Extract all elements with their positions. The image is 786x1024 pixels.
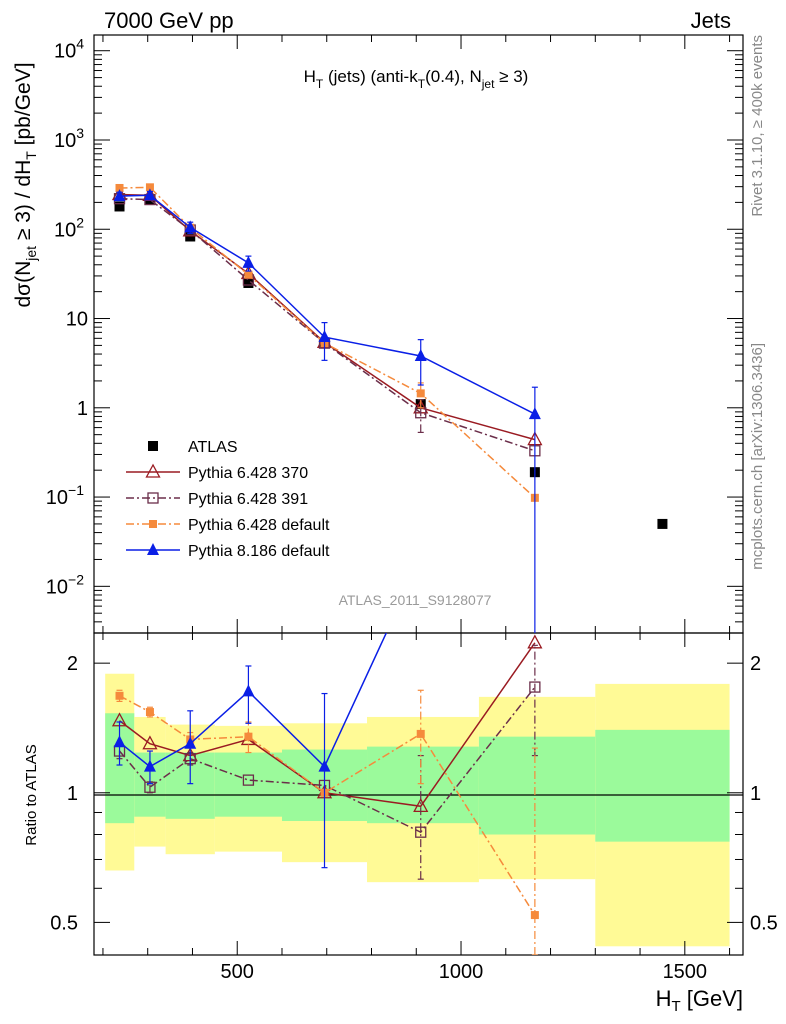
ratio-data-point — [318, 759, 331, 772]
ratio-data-point — [115, 691, 124, 700]
main-data-point — [657, 518, 668, 529]
ratio-data-point — [242, 684, 255, 697]
legend: ATLAS Pythia 6.428 370 Pythia 6.428 391 Pyt… — [126, 439, 330, 560]
main-title: HT (jets) (anti-kT(0.4), Njet ≥ 3) — [304, 67, 529, 91]
ratio-series — [111, 552, 543, 955]
main-data-point — [184, 220, 197, 233]
main-data-point — [416, 389, 425, 398]
ratio-data-point — [113, 735, 126, 748]
legend-marker — [145, 463, 161, 478]
y-tick-label: 103 — [54, 125, 84, 152]
main-data-point — [114, 201, 125, 212]
legend-label: ATLAS — [188, 439, 238, 456]
ratio-band-inner-5 — [367, 746, 479, 824]
ratio-data-point — [530, 911, 539, 920]
ratio-panel-frame — [93, 632, 744, 956]
y-tick-label: 10−1 — [46, 482, 84, 509]
legend-entry-atlas: ATLAS — [148, 439, 238, 456]
legend-marker — [147, 543, 159, 555]
ratio-y-tick-label-right: 2 — [750, 653, 761, 675]
main-data-point — [145, 183, 154, 192]
ratio-y-tick-label: 1 — [67, 783, 78, 805]
ratio-band-inner-7 — [595, 729, 730, 842]
ratio-y-tick-label-right: 1 — [750, 783, 761, 805]
x-axis-label: HT [GeV] — [656, 986, 743, 1015]
x-tick-label: 1000 — [439, 961, 484, 983]
ratio-uncertainty-bands — [105, 673, 730, 947]
ratio-y-tick-label-right: 0.5 — [750, 912, 778, 934]
ratio-series-line — [119, 633, 388, 768]
y-tick-label: 102 — [54, 214, 84, 241]
main-data-point — [414, 349, 427, 362]
ratio-data-point — [416, 729, 425, 738]
ratio-series-line — [118, 686, 536, 834]
ratio-data-point — [242, 774, 255, 786]
analysis-label: ATLAS_2011_S9128077 — [339, 592, 492, 608]
main-series-p6_370 — [111, 186, 543, 446]
y-tick-label: 104 — [54, 36, 84, 63]
legend-marker — [149, 520, 157, 528]
legend-entry-p8_default: Pythia 8.186 default — [126, 543, 330, 560]
legend-label: Pythia 6.428 391 — [188, 491, 308, 508]
mcplots-side-label: mcplots.cern.ch [arXiv:1306.3436] — [749, 343, 766, 570]
legend-marker — [147, 492, 159, 504]
ratio-y-tick-label: 0.5 — [50, 912, 78, 934]
ratio-data-point — [145, 708, 154, 717]
rivet-side-label: Rivet 3.1.10, ≥ 400k events — [749, 35, 766, 217]
main-data-point — [244, 270, 253, 279]
main-series-p8_default — [113, 188, 541, 633]
main-data-point — [528, 407, 541, 420]
ratio-data-point — [244, 732, 253, 741]
y-tick-label: 10−2 — [46, 571, 84, 598]
ratio-data-point — [143, 759, 156, 772]
legend-entry-p6_391: Pythia 6.428 391 — [126, 491, 308, 508]
main-series-p6_391 — [113, 193, 541, 457]
main-series-line — [119, 194, 536, 415]
main-series — [111, 183, 668, 633]
ratio-band-inner-6 — [478, 736, 596, 835]
header-process-label: Jets — [691, 8, 731, 33]
ratio-y-tick-label: 2 — [67, 653, 78, 675]
y-tick-label: 1 — [77, 398, 88, 420]
legend-entry-p6_370: Pythia 6.428 370 — [126, 463, 308, 482]
y-tick-label: 10 — [66, 309, 88, 331]
legend-entry-p6_default: Pythia 6.428 default — [126, 517, 330, 534]
main-y-axis-label: dσ(Njet ≥ 3) / dHT [pb/GeV] — [12, 62, 39, 307]
legend-label: Pythia 6.428 default — [188, 517, 330, 534]
main-data-point — [243, 277, 254, 288]
ratio-data-point — [415, 826, 427, 838]
main-series-line — [119, 193, 536, 441]
ratio-series-p8_default — [113, 552, 427, 869]
legend-marker — [148, 441, 158, 451]
ratio-y-axis-label: Ratio to ATLAS — [23, 744, 40, 845]
ratio-data-point — [527, 634, 543, 649]
ratio-data-point — [415, 552, 427, 564]
legend-label: Pythia 8.186 default — [188, 543, 330, 560]
main-data-point — [115, 183, 124, 192]
ratio-data-point — [184, 736, 197, 749]
x-tick-label: 1500 — [663, 961, 708, 983]
main-data-point — [318, 330, 331, 343]
header-energy-label: 7000 GeV pp — [104, 8, 234, 33]
main-series-line — [119, 197, 536, 452]
x-tick-label: 500 — [221, 961, 254, 983]
ratio-data-point — [142, 735, 158, 750]
main-data-point — [113, 189, 126, 202]
ratio-data-point — [529, 681, 541, 693]
axis-ticks: 500 1000 1500 10−2 10−1 1 10 102 103 104 0.5 0.5 1 1 2… — [46, 35, 778, 983]
main-data-point — [242, 255, 255, 268]
main-data-point — [143, 188, 156, 201]
legend-label: Pythia 6.428 370 — [188, 465, 308, 482]
main-series-p6_default — [115, 183, 539, 502]
